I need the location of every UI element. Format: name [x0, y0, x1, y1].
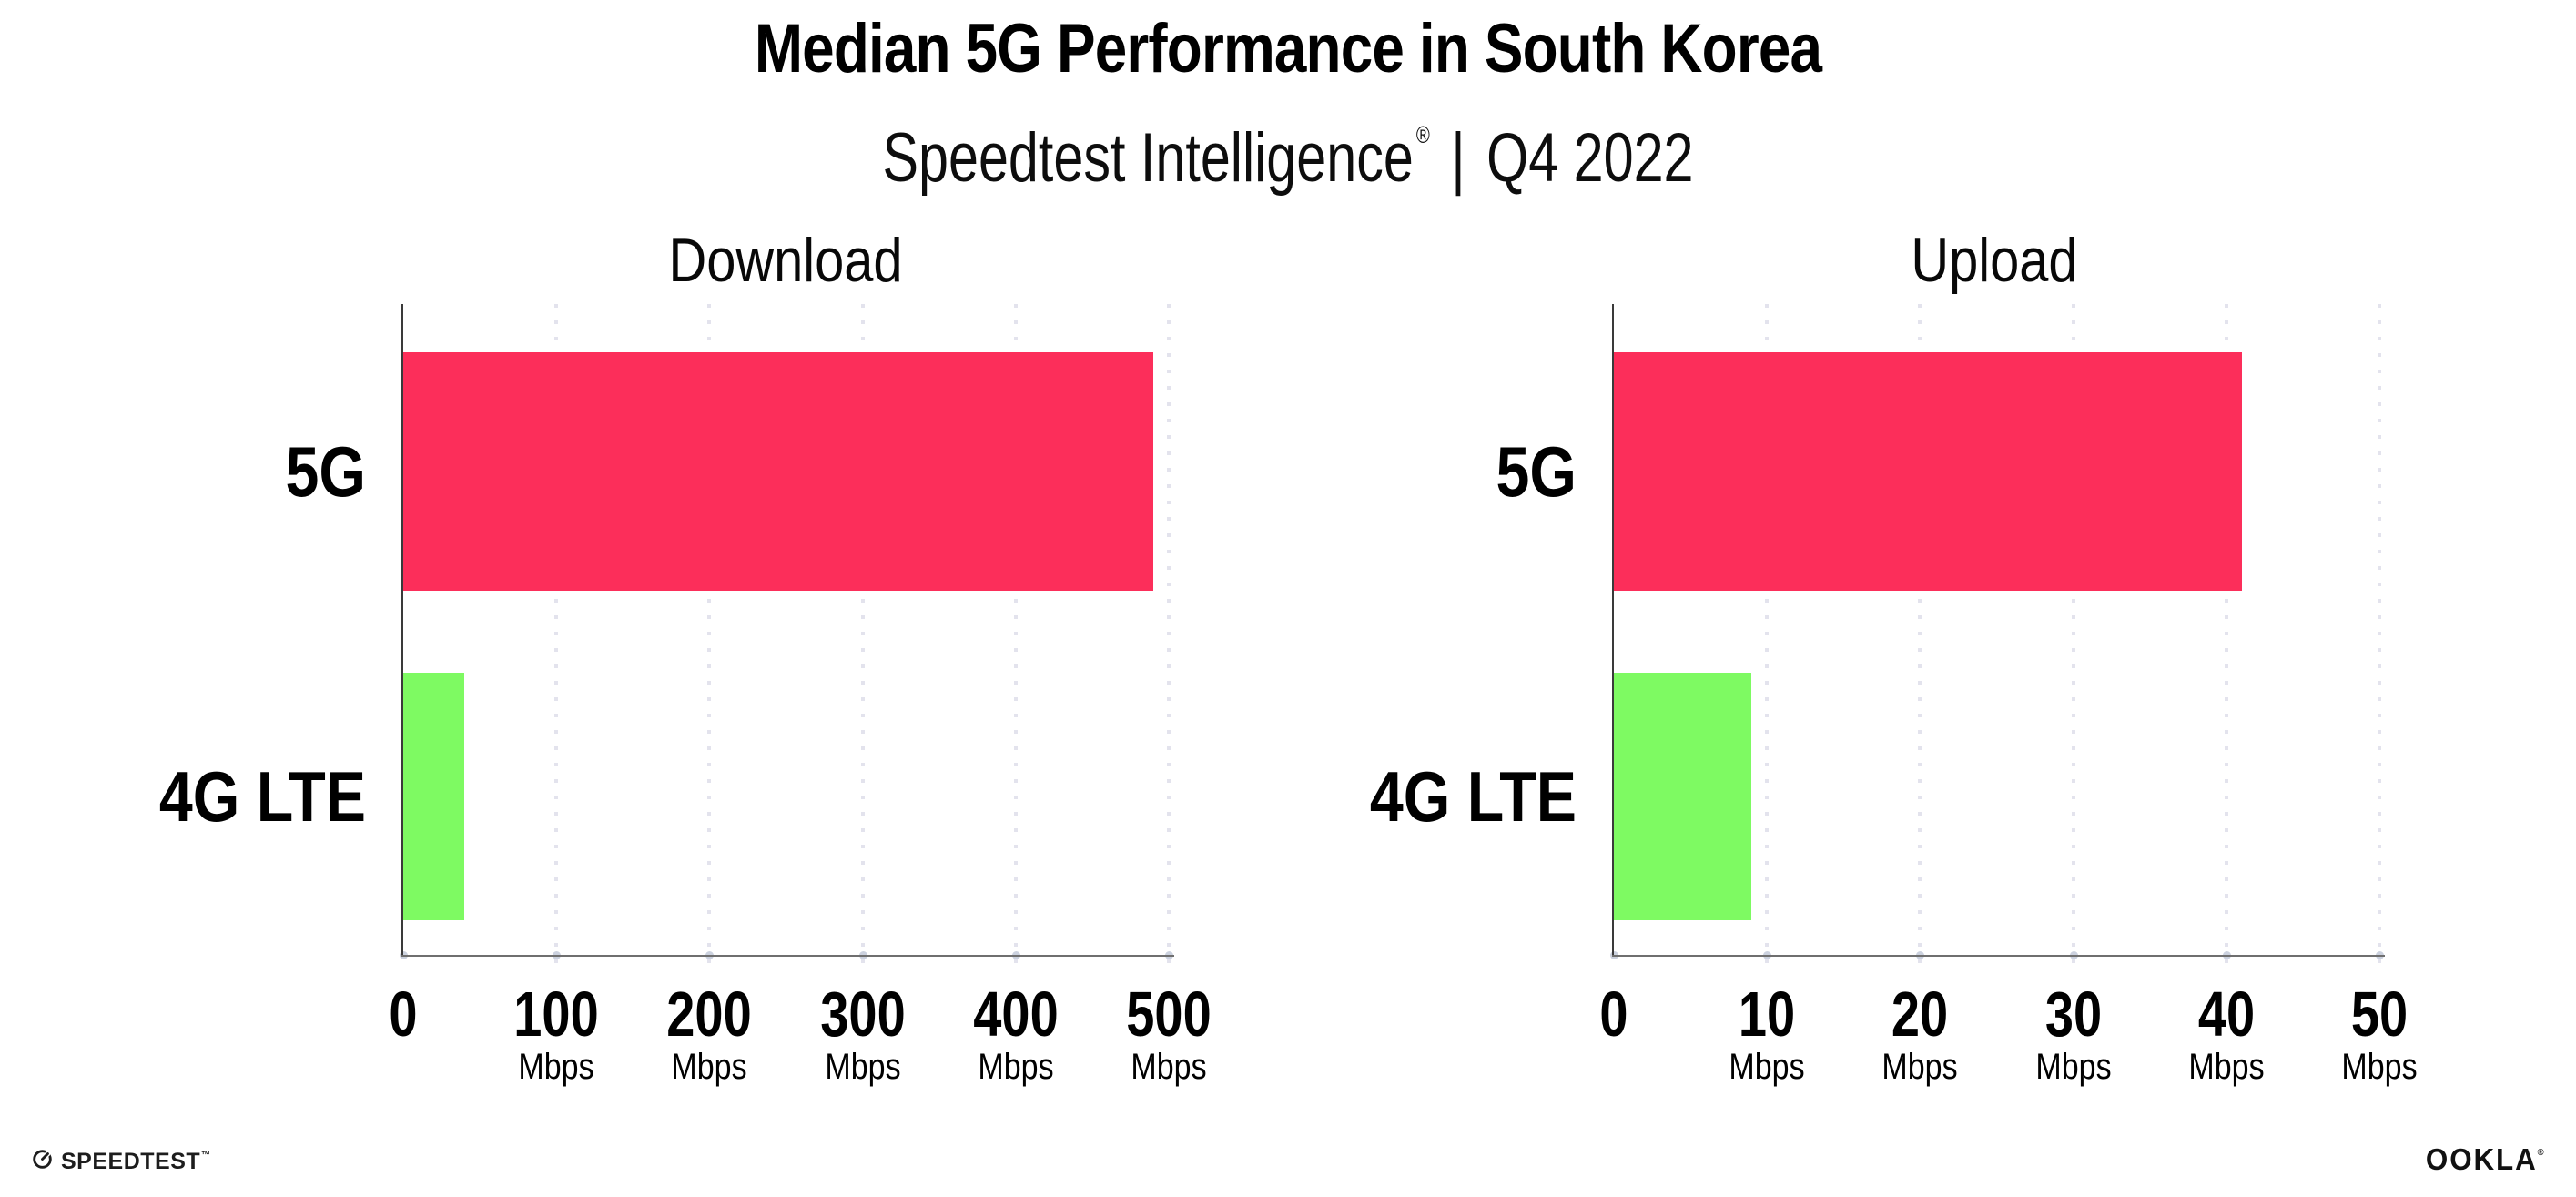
speedtest-gauge-icon	[32, 1149, 53, 1170]
upload-chart-x-tick-label-0: 0	[1599, 979, 1628, 1050]
upload-chart-x-tick-unit-40: Mbps	[2188, 1047, 2265, 1087]
download-chart-category-label-5g: 5G	[285, 431, 366, 512]
download-chart-x-tick-unit-300: Mbps	[825, 1047, 901, 1087]
download-chart-x-tick-unit-500: Mbps	[1131, 1047, 1207, 1087]
ookla-logo: OOKLA®	[2426, 1138, 2546, 1175]
upload-chart-x-tick-unit-50: Mbps	[2341, 1047, 2418, 1087]
download-chart-x-tick-label-500: 500	[1126, 979, 1212, 1050]
upload-chart-x-tick-unit-20: Mbps	[1881, 1047, 1958, 1087]
download-chart-gridline-400	[1013, 304, 1018, 966]
upload-chart-x-tick-unit-30: Mbps	[2035, 1047, 2112, 1087]
download-chart-x-axis	[401, 955, 1174, 957]
upload-chart-gridline-10	[1765, 304, 1770, 966]
download-chart-title: Download	[668, 226, 903, 295]
download-chart-x-tick-label-0: 0	[389, 979, 418, 1050]
upload-chart-x-tick-label-40: 40	[2197, 979, 2255, 1050]
upload-chart-y-axis	[1612, 304, 1614, 957]
subtitle-period: Q4 2022	[1486, 119, 1694, 197]
upload-chart-x-tick-label-20: 20	[1891, 979, 1949, 1050]
download-chart-gridline-300	[860, 304, 865, 966]
download-chart-gridline-500	[1167, 304, 1171, 966]
upload-chart-title: Upload	[1911, 226, 2078, 295]
download-chart-x-tick-label-200: 200	[666, 979, 753, 1050]
ookla-logo-text: OOKLA	[2426, 1142, 2539, 1176]
download-chart-x-tick-label-300: 300	[819, 979, 906, 1050]
trademark-mark: ™	[201, 1151, 211, 1161]
upload-chart-gridline-40	[2224, 304, 2228, 966]
upload-chart-bar-4g-lte	[1614, 673, 1751, 920]
download-chart-x-tick-label-100: 100	[513, 979, 599, 1050]
download-chart-x-tick-unit-400: Mbps	[978, 1047, 1054, 1087]
upload-chart-category-label-4g-lte: 4G LTE	[1369, 756, 1577, 837]
upload-chart-x-tick-unit-10: Mbps	[1729, 1047, 1805, 1087]
download-chart-y-axis	[401, 304, 403, 957]
page-title: Median 5G Performance in South Korea	[754, 10, 1822, 87]
speedtest-logo-text: SPEEDTEST™	[61, 1149, 211, 1174]
subtitle-brand: Speedtest Intelligence	[882, 119, 1414, 197]
upload-chart-x-tick-label-10: 10	[1739, 979, 1796, 1050]
upload-chart-gridline-50	[2378, 304, 2381, 966]
registered-mark: ®	[1415, 121, 1430, 148]
download-chart-bar-4g-lte	[403, 673, 464, 920]
download-chart-x-tick-unit-200: Mbps	[671, 1047, 747, 1087]
download-chart-bar-5g	[403, 352, 1153, 591]
upload-chart-x-tick-label-30: 30	[2044, 979, 2102, 1050]
upload-chart-x-tick-label-50: 50	[2350, 979, 2409, 1050]
download-chart-x-tick-label-400: 400	[973, 979, 1059, 1050]
speedtest-logo: SPEEDTEST™	[32, 1145, 211, 1174]
upload-chart-gridline-30	[2071, 304, 2075, 966]
download-chart-category-label-4g-lte: 4G LTE	[158, 756, 366, 837]
upload-chart-category-label-5g: 5G	[1496, 431, 1577, 512]
upload-chart-gridline-20	[1918, 304, 1922, 966]
ookla-registered-mark: ®	[2538, 1148, 2546, 1158]
download-chart-gridline-100	[554, 304, 559, 966]
upload-chart-x-axis	[1612, 955, 2385, 957]
subtitle-divider: |	[1451, 119, 1465, 197]
download-chart-gridline-200	[707, 304, 712, 966]
download-chart-x-tick-unit-100: Mbps	[518, 1047, 594, 1087]
upload-chart-bar-5g	[1614, 352, 2242, 591]
subtitle: Speedtest Intelligence ® | Q4 2022	[283, 91, 2292, 202]
